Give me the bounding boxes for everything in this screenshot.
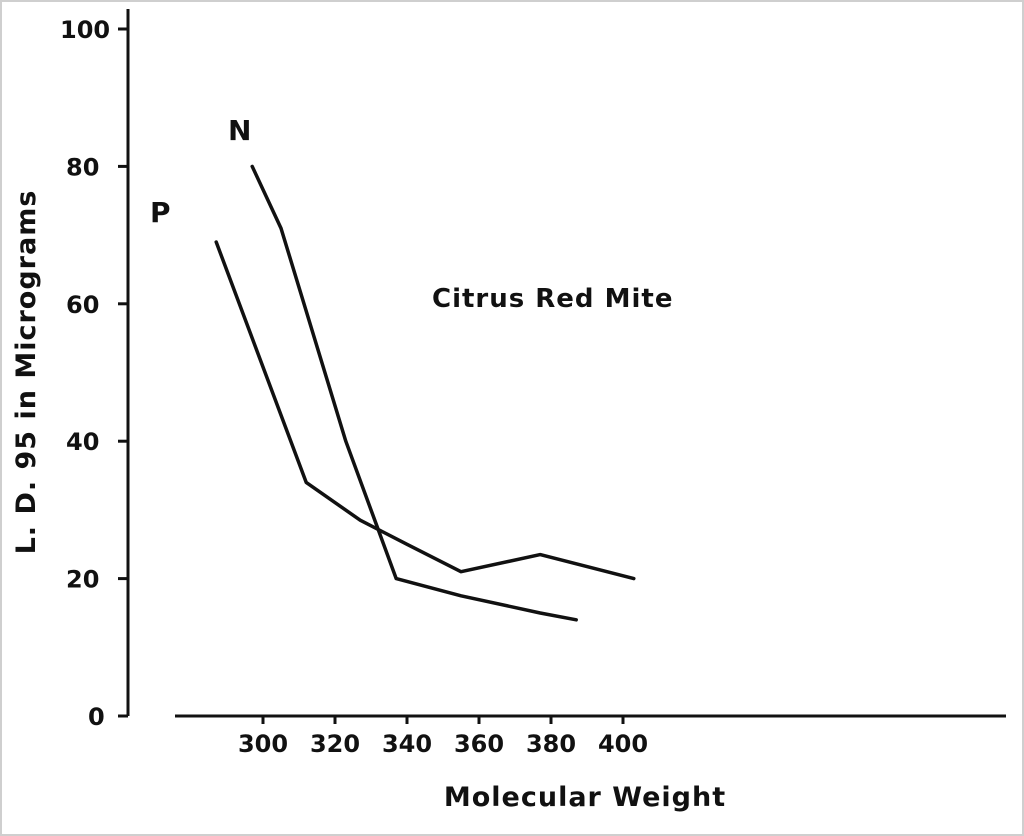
x-tick-label: 300 [238, 730, 288, 758]
x-ticks: 300 320 340 360 380 400 [238, 716, 648, 758]
x-tick-label: 320 [310, 730, 360, 758]
x-axis-title: Molecular Weight [444, 782, 726, 813]
y-tick-label: 40 [66, 428, 99, 456]
series-label-n: N [228, 114, 251, 147]
x-tick-label: 400 [598, 730, 648, 758]
y-tick-label: 60 [66, 291, 99, 319]
x-tick-label: 340 [382, 730, 432, 758]
y-tick-label: 100 [60, 16, 110, 44]
y-axis-title: L. D. 95 in Micrograms [11, 190, 42, 555]
chart-title: Citrus Red Mite [432, 284, 673, 314]
x-tick-label: 360 [454, 730, 504, 758]
y-ticks: 0 20 40 60 80 100 [60, 16, 128, 731]
axes [126, 9, 1006, 718]
x-tick-label: 380 [526, 730, 576, 758]
series [214, 164, 636, 622]
series-label-p: P [150, 196, 171, 229]
y-tick-label: 0 [88, 703, 105, 731]
series-line-n [250, 164, 578, 622]
y-tick-label: 80 [66, 153, 99, 181]
y-tick-label: 20 [66, 566, 99, 594]
series-line-p [214, 240, 636, 581]
